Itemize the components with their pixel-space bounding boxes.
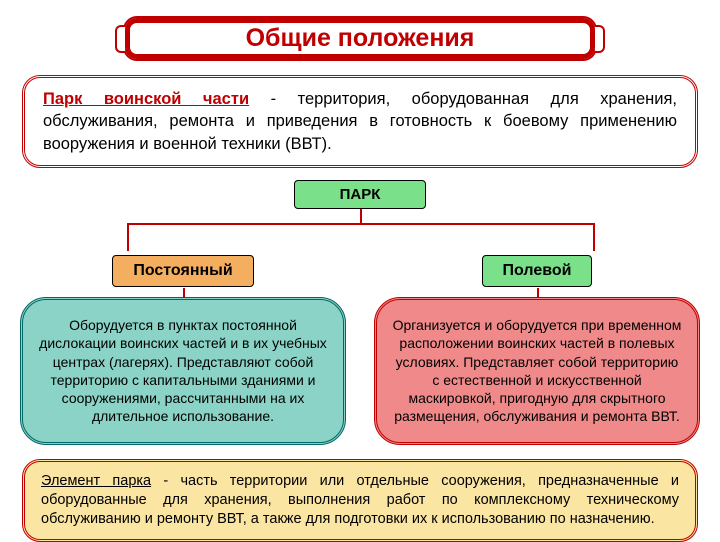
branch-columns: Постоянный Оборудуется в пунктах постоян… — [18, 255, 702, 445]
root-node-text: ПАРК — [340, 186, 381, 203]
branch-right-block: Организуется и оборудуется при временном… — [374, 297, 700, 445]
tree-connectors — [18, 209, 702, 255]
branch-left-tag: Постоянный — [112, 255, 253, 287]
footer-box: Элемент парка - часть территории или отд… — [22, 459, 698, 542]
root-node: ПАРК — [294, 180, 426, 209]
branch-right-tag: Полевой — [482, 255, 593, 287]
branch-left: Постоянный Оборудуется в пунктах постоян… — [20, 255, 346, 445]
title-frame: Общие положения — [123, 16, 597, 61]
branch-left-block: Оборудуется в пунктах постоянной дислока… — [20, 297, 346, 445]
branch-right: Полевой Организуется и оборудуется при в… — [374, 255, 700, 445]
page-title: Общие положения — [145, 24, 575, 53]
definition-box: Парк воинской части - территория, оборуд… — [22, 75, 698, 168]
branch-right-text: Организуется и оборудуется при временном… — [391, 316, 683, 425]
footer-term: Элемент парка — [41, 473, 151, 489]
branch-left-text: Оборудуется в пунктах постоянной дислока… — [37, 316, 329, 425]
definition-term: Парк воинской части — [43, 90, 249, 108]
